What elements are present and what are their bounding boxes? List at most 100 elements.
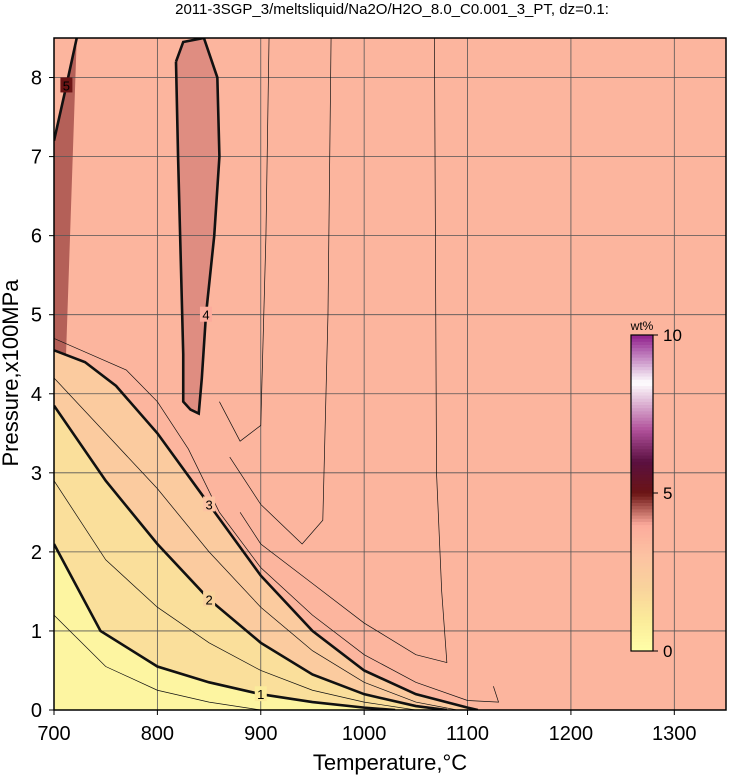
colorbar-cell [631, 429, 653, 434]
colorbar-cell [631, 521, 653, 526]
colorbar-cell [631, 644, 653, 649]
colorbar-cell [631, 335, 653, 339]
colorbar-cell [631, 391, 653, 396]
contour-label: 3 [205, 497, 212, 512]
colorbar-cell [631, 366, 653, 371]
colorbar-cell [631, 483, 653, 488]
colorbar-cell [631, 382, 653, 387]
colorbar-cell [631, 568, 653, 573]
y-tick-label: 5 [31, 305, 42, 327]
colorbar-cell [631, 404, 653, 409]
colorbar-cell [631, 395, 653, 399]
y-tick-label: 2 [31, 542, 42, 564]
contour-label: 1 [257, 687, 264, 702]
contour-label: 5 [63, 78, 70, 93]
colorbar-cell [631, 423, 653, 428]
colorbar-cell [631, 417, 653, 421]
colorbar-cell [631, 414, 653, 418]
colorbar-cell [631, 480, 653, 485]
colorbar-cell [631, 518, 653, 522]
colorbar-cell [631, 540, 653, 545]
colorbar-cell [631, 511, 653, 516]
contour-line [54, 377, 458, 710]
colorbar-tick-label: 10 [663, 326, 682, 345]
colorbar-cell [631, 410, 653, 415]
y-tick-label: 7 [31, 147, 42, 169]
colorbar-cell [631, 486, 653, 491]
x-tick-label: 800 [141, 723, 174, 745]
contour-line [54, 349, 479, 710]
colorbar-cell [631, 524, 653, 529]
colorbar-cell [631, 603, 653, 608]
colorbar-cell [631, 505, 653, 510]
colorbar-cell [631, 353, 653, 358]
colorbar-cell [631, 575, 653, 579]
contour-line [239, 38, 448, 664]
colorbar-cell [631, 549, 653, 554]
colorbar-cell [631, 420, 653, 424]
colorbar-tick-label: 5 [663, 484, 672, 503]
colorbar-tick-label: 0 [663, 642, 672, 661]
colorbar-cell [631, 508, 653, 513]
contour-line [54, 543, 396, 710]
chart-title: 2011-3SGP_3/meltsliquid/Na2O/H2O_8.0_C0.… [175, 1, 609, 18]
colorbar-cell [631, 584, 653, 589]
colorbar-label: wt% [630, 319, 654, 333]
colorbar-cell [631, 442, 653, 447]
plot-area: 3 2 1 4 5 [54, 38, 726, 710]
colorbar-cell [631, 597, 653, 601]
colorbar-cell [631, 587, 653, 592]
x-tick-label: 1100 [446, 723, 489, 745]
colorbar-cell [631, 556, 653, 560]
colorbar-cell [631, 369, 653, 374]
colorbar-cell [631, 515, 653, 519]
y-tick-label: 8 [31, 68, 42, 90]
colorbar-cell [631, 594, 653, 598]
colorbar-cell [631, 461, 653, 466]
x-tick-label: 1300 [652, 723, 697, 745]
colorbar-cell [631, 360, 653, 364]
colorbar-cell [631, 622, 653, 627]
colorbar-cell [631, 467, 653, 472]
x-tick-label: 700 [37, 723, 70, 745]
colorbar-cell [631, 350, 653, 355]
colorbar-cell [631, 559, 653, 564]
colorbar-cell [631, 578, 653, 582]
contour-label-bg [203, 496, 216, 512]
colorbar-cell [631, 616, 653, 620]
x-tick-label: 1000 [342, 723, 387, 745]
colorbar-cell [631, 489, 653, 494]
colorbar-cell [631, 474, 653, 478]
contour-label: 2 [205, 592, 212, 607]
colorbar-cell [631, 625, 653, 630]
colorbar-cell [631, 455, 653, 459]
colorbar-cell [631, 341, 653, 345]
colorbar-cell [631, 496, 653, 500]
colorbar-cell [631, 600, 653, 605]
colorbar-cell [631, 565, 653, 570]
colorbar-cell [631, 338, 653, 342]
colorbar-cell [631, 527, 653, 532]
contour-line [229, 38, 332, 545]
colorbar-cell [631, 606, 653, 611]
colorbar-cell [631, 546, 653, 551]
colorbar-cell [631, 385, 653, 390]
contour-label-bg [254, 686, 267, 702]
colorbar-cell [631, 464, 653, 469]
y-tick-label: 1 [31, 621, 42, 643]
contour-line [54, 614, 261, 710]
x-tick-label: 1200 [549, 723, 594, 745]
colorbar-cell [631, 534, 653, 538]
colorbar-cell [631, 363, 653, 368]
colorbar-cell [631, 376, 653, 380]
y-tick-label: 6 [31, 226, 42, 248]
colorbar-cell [631, 470, 653, 475]
colorbar-cell [631, 543, 653, 548]
colorbar-cell [631, 619, 653, 624]
colorbar-cell [631, 379, 653, 383]
contour-line [54, 404, 448, 710]
colorbar-cell [631, 357, 653, 361]
colorbar-cell [631, 590, 653, 595]
colorbar-cell [631, 426, 653, 431]
